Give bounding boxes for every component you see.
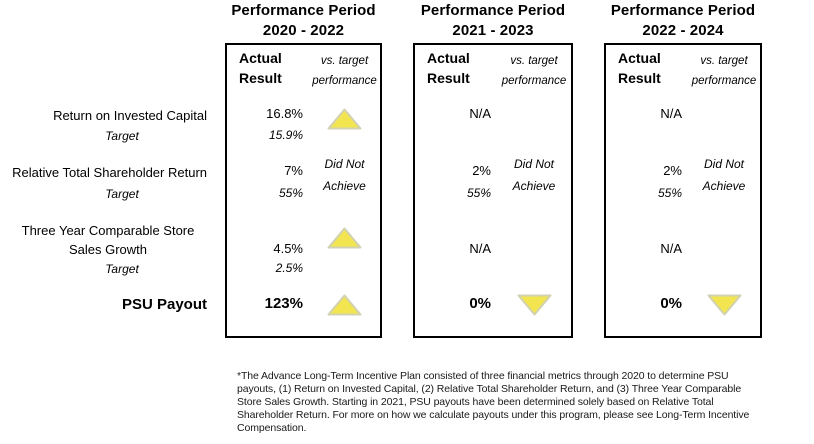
rtsr-vs-result: Did Not Achieve <box>499 153 569 197</box>
psu-payout-value: 123% <box>264 295 303 312</box>
period-header-3-years: 2022 - 2024 <box>642 22 724 39</box>
sales-indicator-cell <box>311 226 378 255</box>
period-header-2-line1: Performance Period <box>420 2 566 19</box>
footnote-line: Compensation. <box>237 422 307 434</box>
rtsr-vs-line1: Did Not <box>703 157 744 171</box>
rtsr-actual-value: 7% <box>284 163 303 178</box>
rtsr-vs-line2: Achieve <box>323 179 366 193</box>
rtsr-vs-line2: Achieve <box>702 179 746 193</box>
period-header-3-line1: Performance Period <box>610 2 756 19</box>
triangle-up-icon <box>327 294 362 316</box>
period-box-2020-2022: Actual Result vs. target performance 16.… <box>225 43 382 338</box>
vs-header-line1: vs. target <box>510 55 558 67</box>
vs-target-header-3: vs. target performance <box>690 51 758 91</box>
rtsr-actual-value: 2% <box>472 163 491 178</box>
vs-target-header-2: vs. target performance <box>499 51 569 91</box>
roic-indicator-cell <box>311 107 378 136</box>
payout-indicator-cell <box>690 293 758 322</box>
rtsr-target-value: 55% <box>278 186 303 200</box>
vs-target-header-1: vs. target performance <box>311 51 378 91</box>
rtsr-vs-line2: Achieve <box>512 179 556 193</box>
triangle-down-icon <box>517 294 551 316</box>
sales-actual-value: N/A <box>469 241 491 256</box>
roic-actual-value: N/A <box>660 106 682 121</box>
payout-indicator-cell <box>499 293 569 322</box>
period-header-1: Performance Period 2020 - 2022 <box>225 1 382 41</box>
actual-result-header-2: Actual Result <box>427 48 470 88</box>
roic-target-value: 15.9% <box>268 128 303 142</box>
period-header-1-years: 2020 - 2022 <box>262 22 345 39</box>
payout-indicator-cell <box>311 293 378 322</box>
metric-label-roic: Return on Invested Capital <box>53 108 207 123</box>
actual-header-line2: Result <box>618 70 661 86</box>
sales-actual-value: 4.5% <box>273 241 303 256</box>
actual-result-header-3: Actual Result <box>618 48 661 88</box>
period-header-3: Performance Period 2022 - 2024 <box>604 1 762 41</box>
vs-header-line2: performance <box>312 75 377 87</box>
rtsr-vs-result: Did Not Achieve <box>690 153 758 197</box>
rtsr-vs-line1: Did Not <box>324 157 365 171</box>
psu-payout-value: 0% <box>469 295 491 312</box>
footnote-line: Store Sales Growth. Starting in 2021, PS… <box>237 396 714 408</box>
triangle-up-icon <box>327 227 362 249</box>
footnote-line: Shareholder Return. For more on how we c… <box>237 409 750 421</box>
sales-actual-value: N/A <box>660 241 682 256</box>
triangle-down-icon <box>707 294 741 316</box>
metric-label-sales-line2: Sales Growth <box>68 242 148 257</box>
metric-label-sales: Three Year Comparable Store Sales Growth <box>0 221 216 259</box>
period-box-2022-2024: Actual Result vs. target performance N/A… <box>604 43 762 338</box>
actual-header-line1: Actual <box>427 50 470 66</box>
period-header-1-line1: Performance Period <box>231 2 376 19</box>
actual-header-line2: Result <box>239 70 282 86</box>
period-box-2021-2023: Actual Result vs. target performance N/A… <box>413 43 573 338</box>
rtsr-vs-line1: Did Not <box>513 157 554 171</box>
triangle-up-icon <box>327 108 362 130</box>
roic-actual-value: N/A <box>469 106 491 121</box>
metric-label-psu-payout: PSU Payout <box>121 296 207 313</box>
actual-result-header-1: Actual Result <box>239 48 282 88</box>
period-header-2-years: 2021 - 2023 <box>452 22 534 39</box>
vs-header-line2: performance <box>691 75 757 87</box>
period-header-2: Performance Period 2021 - 2023 <box>413 1 573 41</box>
vs-header-line1: vs. target <box>700 55 748 67</box>
roic-actual-value: 16.8% <box>266 106 303 121</box>
footnote-line: *The Advance Long-Term Incentive Plan co… <box>237 370 729 382</box>
vs-header-line1: vs. target <box>320 55 369 67</box>
sales-target-value: 2.5% <box>275 261 303 275</box>
rtsr-target-value: 55% <box>657 186 682 200</box>
actual-header-line2: Result <box>427 70 470 86</box>
actual-header-line1: Actual <box>239 50 282 66</box>
target-label-sales: Target <box>105 262 139 276</box>
actual-header-line1: Actual <box>618 50 661 66</box>
rtsr-actual-value: 2% <box>663 163 682 178</box>
metric-label-sales-line1: Three Year Comparable Store <box>21 223 195 238</box>
target-label-rtsr: Target <box>105 187 139 201</box>
target-label-roic: Target <box>105 129 139 143</box>
vs-header-line2: performance <box>501 75 567 87</box>
footnote-line: payouts, (1) Return on Invested Capital,… <box>237 383 742 395</box>
metric-label-rtsr: Relative Total Shareholder Return <box>12 165 207 180</box>
footnote: *The Advance Long-Term Incentive Plan co… <box>237 370 782 435</box>
rtsr-vs-result: Did Not Achieve <box>311 153 378 197</box>
rtsr-target-value: 55% <box>466 186 491 200</box>
psu-payout-value: 0% <box>660 295 682 312</box>
